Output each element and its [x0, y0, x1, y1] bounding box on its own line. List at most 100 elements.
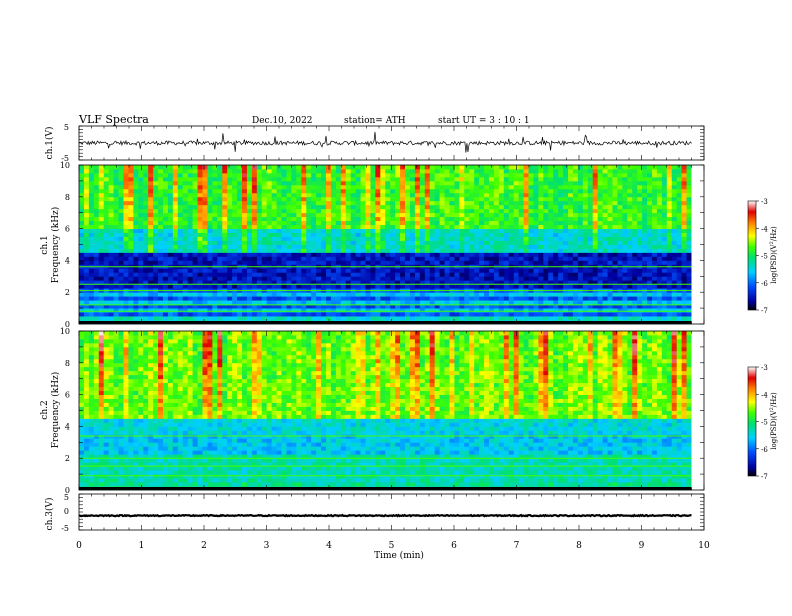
spectrogram-cell: [301, 201, 306, 205]
spectrogram-cell: [143, 268, 148, 272]
spectrogram-cell: [494, 177, 499, 181]
spectrogram-cell: [188, 205, 193, 209]
spectrogram-cell: [94, 217, 99, 221]
spectrogram-cell: [237, 256, 242, 260]
spectrogram-cell: [415, 312, 420, 316]
spectrogram-cell: [148, 185, 153, 189]
spectrogram-cell: [198, 221, 203, 225]
spectrogram-cell: [494, 248, 499, 252]
spectrogram-cell: [232, 221, 237, 225]
spectrogram-cell: [222, 284, 227, 288]
spectrogram-cell: [672, 213, 677, 217]
spectrogram-cell: [533, 248, 538, 252]
spectrogram-cell: [163, 248, 168, 252]
spectrogram-cell: [326, 300, 331, 304]
spectrogram-cell: [79, 268, 84, 272]
spectrogram-cell: [361, 276, 366, 280]
spectrogram-cell: [99, 237, 104, 241]
spectrogram-cell: [193, 189, 198, 193]
spectrogram-cell: [519, 173, 524, 177]
spectrogram-cell: [188, 308, 193, 312]
spectrogram-cell: [519, 260, 524, 264]
spectrogram-cell: [425, 296, 430, 300]
spectrogram-cell: [677, 276, 682, 280]
spectrogram-cell: [563, 272, 568, 276]
spectrogram-cell: [168, 201, 173, 205]
spectrogram-cell: [598, 233, 603, 237]
spectrogram-cell: [133, 237, 138, 241]
spectrogram-cell: [405, 300, 410, 304]
spectrogram-cell: [459, 284, 464, 288]
spectrogram-cell: [682, 225, 687, 229]
spectrogram-cell: [479, 296, 484, 300]
spectrogram-cell: [356, 225, 361, 229]
spectrogram-cell: [390, 185, 395, 189]
spectrogram-cell: [390, 197, 395, 201]
spectrogram-cell: [474, 193, 479, 197]
spectrogram-cell: [291, 189, 296, 193]
spectrogram-cell: [104, 272, 109, 276]
spectrogram-cell: [563, 213, 568, 217]
spectrogram-cell: [94, 233, 99, 237]
spectrogram-cell: [252, 237, 257, 241]
spectrogram-cell: [509, 252, 514, 256]
spectrogram-cell: [183, 193, 188, 197]
spectrogram-cell: [123, 217, 128, 221]
spectrogram-cell: [519, 221, 524, 225]
spectrogram-cell: [227, 169, 232, 173]
spectrogram-cell: [128, 312, 133, 316]
spectrogram-cell: [326, 296, 331, 300]
spectrogram-cell: [222, 268, 227, 272]
spectrogram-cell: [143, 213, 148, 217]
spectrogram-cell: [148, 312, 153, 316]
spectrogram-cell: [252, 181, 257, 185]
spectrogram-cell: [257, 197, 262, 201]
spectrogram-cell: [637, 209, 642, 213]
spectrogram-cell: [237, 260, 242, 264]
spectrogram-cell: [163, 308, 168, 312]
spectrogram-cell: [143, 316, 148, 320]
spectrogram-cell: [489, 217, 494, 221]
spectrogram-cell: [153, 169, 158, 173]
spectrogram-cell: [237, 217, 242, 221]
spectrogram-cell: [356, 252, 361, 256]
spectrogram-cell: [445, 225, 450, 229]
spectrogram-cell: [647, 173, 652, 177]
spectrogram-cell: [104, 308, 109, 312]
spectrogram-cell: [84, 284, 89, 288]
spectrogram-cell: [361, 245, 366, 249]
spectrogram-cell: [425, 193, 430, 197]
spectrogram-cell: [336, 233, 341, 237]
spectrogram-cell: [114, 284, 119, 288]
spectrogram-cell: [79, 169, 84, 173]
spectrogram-cell: [138, 312, 143, 316]
spectrogram-cell: [301, 173, 306, 177]
spectrogram-cell: [504, 193, 509, 197]
spectrogram-cell: [133, 173, 138, 177]
spectrogram-cell: [247, 173, 252, 177]
spectrogram-cell: [277, 213, 282, 217]
spectrogram-cell: [568, 229, 573, 233]
spectrogram-cell: [267, 252, 272, 256]
spectrogram-cell: [622, 209, 627, 213]
spectrogram-cell: [222, 201, 227, 205]
spectrogram-cell: [563, 173, 568, 177]
spectrogram-cell: [99, 252, 104, 256]
spectrogram-cell: [277, 209, 282, 213]
spectrogram-cell: [237, 225, 242, 229]
spectrogram-cell: [385, 225, 390, 229]
spectrogram-cell: [252, 193, 257, 197]
spectrogram-cell: [430, 284, 435, 288]
spectrogram-cell: [143, 189, 148, 193]
spectrogram-cell: [662, 248, 667, 252]
spectrogram-cell: [153, 173, 158, 177]
spectrogram-cell: [356, 233, 361, 237]
spectrogram-cell: [188, 316, 193, 320]
spectrogram-cell: [682, 169, 687, 173]
spectrogram-cell: [469, 213, 474, 217]
spectrogram-cell: [227, 316, 232, 320]
spectrogram-cell: [311, 193, 316, 197]
spectrogram-cell: [449, 173, 454, 177]
spectrogram-cell: [622, 316, 627, 320]
spectrogram-cell: [331, 241, 336, 245]
